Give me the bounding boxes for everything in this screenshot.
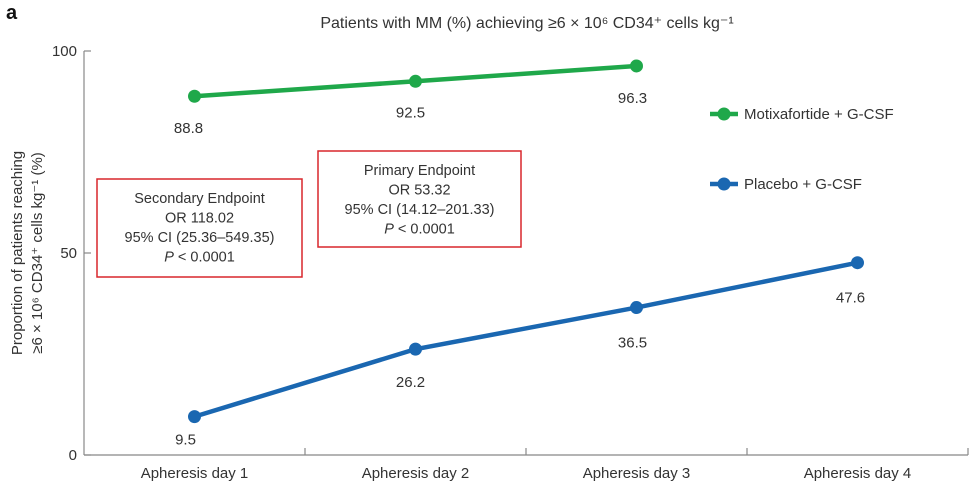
legend-dot-marker [717, 177, 731, 191]
y-axis-label-line1: Proportion of patients reaching [9, 151, 26, 355]
data-point [188, 410, 201, 424]
secondary-endpoint-line: OR 118.02 [165, 211, 234, 227]
legend-label: Motixafortide + G-CSF [744, 106, 894, 123]
legend-item: Placebo + G-CSF [710, 176, 862, 193]
secondary-endpoint-border [96, 178, 303, 278]
data-label: 36.5 [618, 335, 647, 352]
data-label: 96.3 [618, 90, 647, 107]
secondary-endpoint-box: Secondary Endpoint OR 118.02 95% CI (25.36… [96, 178, 303, 278]
data-point [630, 301, 643, 315]
secondary-endpoint-line: Secondary Endpoint [134, 191, 265, 207]
data-label: 88.8 [174, 120, 203, 137]
x-tick-label: Apheresis day 3 [583, 465, 691, 482]
primary-endpoint-line: P < 0.0001 [384, 222, 455, 238]
data-label: 9.5 [175, 432, 196, 449]
series-line-1 [193, 260, 858, 419]
legend-item: Motixafortide + G-CSF [710, 106, 894, 123]
x-tick-label: Apheresis day 4 [804, 465, 912, 482]
legend-label: Placebo + G-CSF [744, 176, 862, 193]
primary-endpoint-box: Primary Endpoint OR 53.32 95% CI (14.12–20… [317, 150, 522, 248]
panel-letter: a [6, 2, 18, 24]
y-axis-label-line2: ≥6 × 10⁶ CD34⁺ cells kg⁻¹ (%) [29, 152, 46, 354]
primary-endpoint-border [317, 150, 522, 248]
data-label: 26.2 [396, 374, 425, 391]
primary-endpoint-line: OR 53.32 [388, 183, 450, 199]
chart-title: Patients with MM (%) achieving ≥6 × 10⁶ … [320, 15, 733, 32]
primary-endpoint-line: Primary Endpoint [364, 163, 475, 179]
y-axis-label: Proportion of patients reaching ≥6 × 10⁶… [9, 151, 46, 355]
data-point [188, 89, 201, 103]
data-label: 92.5 [396, 104, 425, 121]
y-tick-label: 50 [60, 245, 77, 262]
secondary-endpoint-line: P < 0.0001 [164, 250, 235, 266]
secondary-endpoint-line: 95% CI (25.36–549.35) [125, 230, 275, 246]
y-tick-label: 0 [69, 447, 77, 464]
primary-endpoint-line: 95% CI (14.12–201.33) [345, 202, 495, 218]
data-point [630, 59, 643, 73]
y-tick-label: 100 [52, 43, 77, 60]
legend-dot-marker [717, 107, 731, 121]
data-point [409, 342, 422, 356]
data-point [851, 256, 864, 270]
data-label: 47.6 [836, 290, 865, 307]
x-tick-label: Apheresis day 2 [362, 465, 470, 482]
x-tick-label: Apheresis day 1 [141, 465, 249, 482]
data-point [409, 74, 422, 88]
